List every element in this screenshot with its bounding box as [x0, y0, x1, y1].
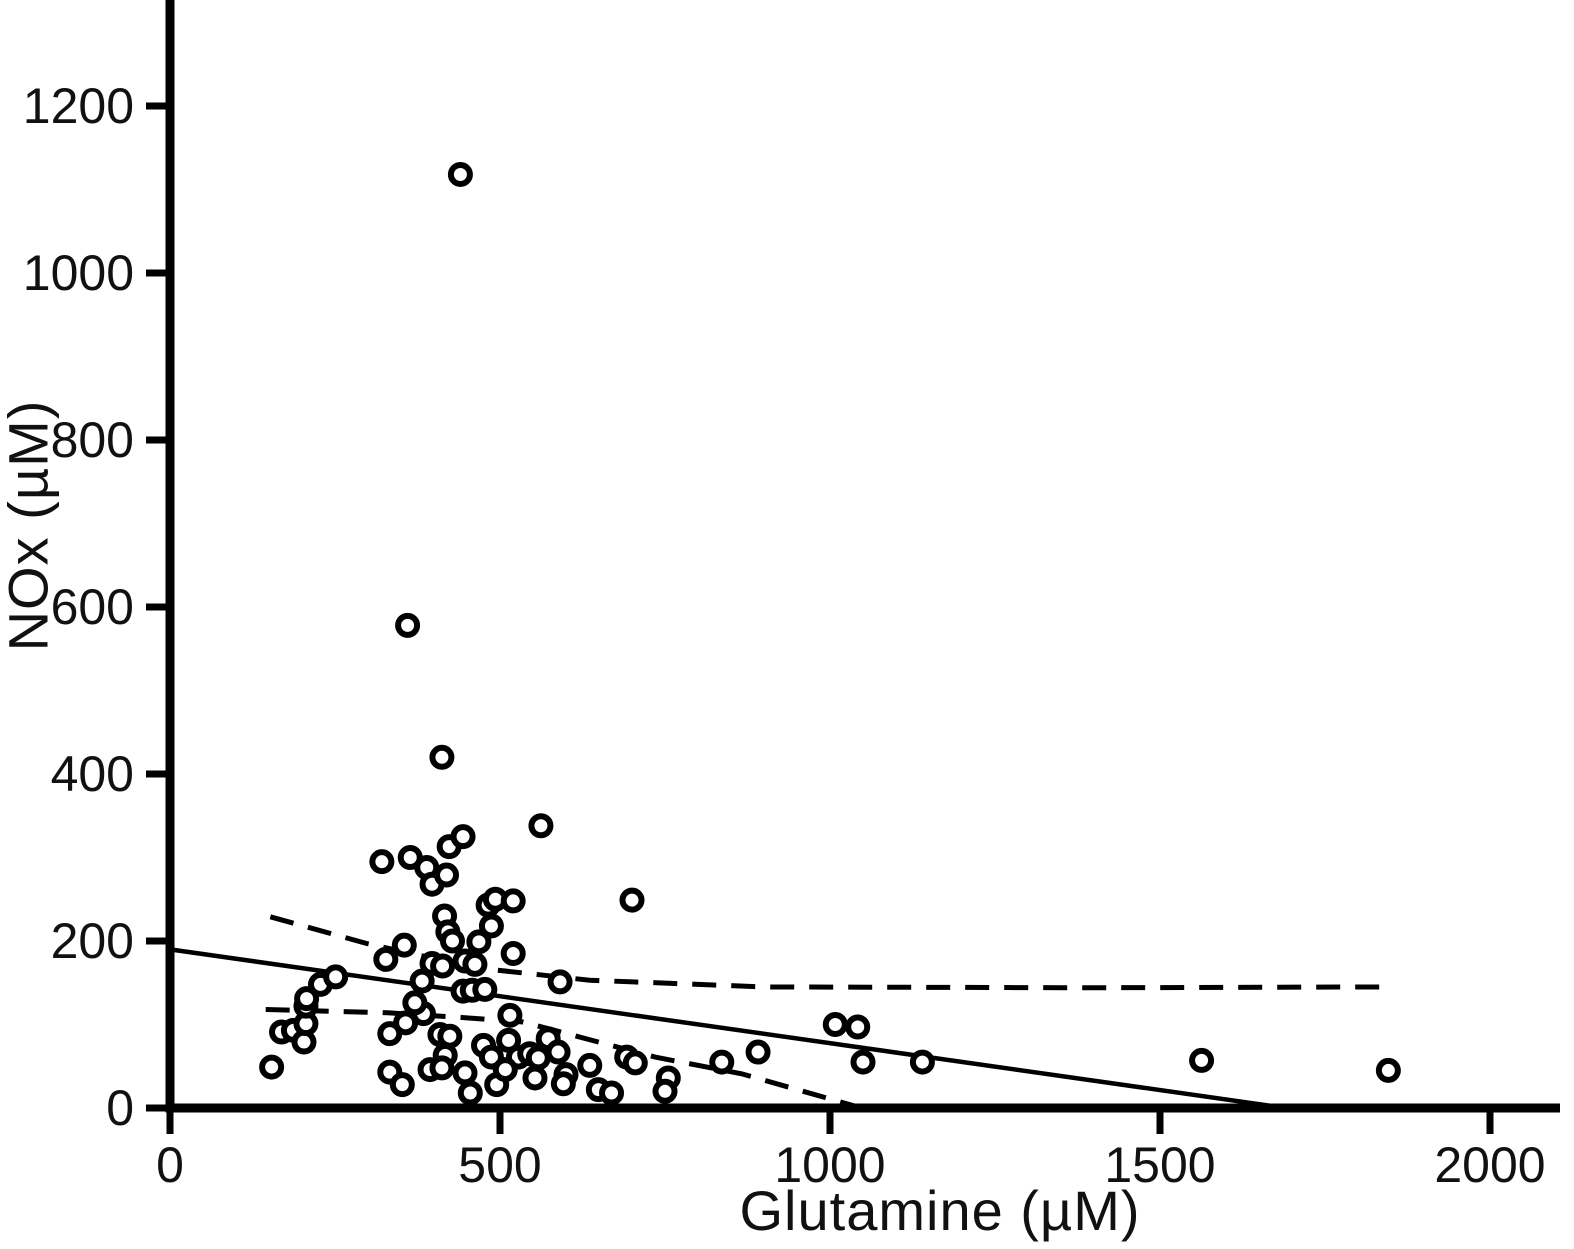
data-point: [478, 913, 504, 939]
data-point: [450, 824, 476, 850]
data-point: [369, 849, 395, 875]
data-point: [447, 161, 473, 187]
x-tick-label: 2000: [1434, 1137, 1545, 1193]
data-point: [409, 968, 435, 994]
data-point: [745, 1039, 771, 1065]
data-point: [391, 932, 417, 958]
data-point: [457, 1080, 483, 1106]
data-point: [652, 1078, 678, 1104]
data-point: [497, 1002, 523, 1028]
data-point: [462, 951, 488, 977]
data-point: [492, 1057, 518, 1083]
data-point: [434, 862, 460, 888]
data-point: [466, 929, 492, 955]
data-point: [547, 969, 573, 995]
data-point: [429, 744, 455, 770]
data-point: [528, 813, 554, 839]
data-point: [429, 1055, 455, 1081]
data-point: [402, 990, 428, 1016]
x-tick-label: 500: [458, 1137, 541, 1193]
data-point: [395, 612, 421, 638]
ci-upper-dashed-line: [269, 914, 1385, 991]
y-axis-title: NOx (µM): [0, 399, 60, 652]
x-tick-label: 0: [156, 1137, 184, 1193]
data-point: [599, 1080, 625, 1106]
data-point: [439, 928, 465, 954]
regression-line: [169, 947, 1287, 1111]
x-tick-label: 1500: [1104, 1137, 1215, 1193]
data-point: [622, 1050, 648, 1076]
y-tick-label: 200: [51, 913, 134, 969]
data-point: [822, 1012, 848, 1037]
data-point: [1189, 1047, 1215, 1073]
x-tick-label: 1000: [774, 1137, 885, 1193]
data-point: [294, 986, 320, 1012]
data-point: [377, 1021, 403, 1047]
data-point: [259, 1054, 285, 1080]
data-point: [472, 976, 498, 1002]
y-tick-label: 1200: [23, 78, 134, 134]
y-tick-label: 800: [51, 412, 134, 468]
y-tick-label: 400: [51, 746, 134, 802]
data-point: [709, 1049, 735, 1075]
data-point: [850, 1049, 876, 1075]
data-point: [323, 964, 349, 990]
data-point: [373, 946, 399, 972]
data-point: [1375, 1057, 1401, 1083]
data-point: [525, 1045, 551, 1071]
y-tick-label: 600: [51, 579, 134, 635]
data-point: [500, 888, 526, 914]
y-tick-label: 0: [106, 1080, 134, 1136]
data-point: [522, 1065, 548, 1091]
data-point: [452, 1060, 478, 1086]
data-point: [500, 941, 526, 967]
data-point: [389, 1072, 415, 1098]
data-point: [430, 953, 456, 979]
data-point: [577, 1052, 603, 1078]
data-point: [437, 1023, 463, 1049]
data-point: [845, 1014, 871, 1040]
y-tick-label: 1000: [23, 245, 134, 301]
data-point: [619, 887, 645, 913]
x-axis-title: Glutamine (µM): [739, 1179, 1141, 1242]
data-point: [550, 1071, 576, 1097]
data-point: [545, 1039, 571, 1065]
data-point: [909, 1049, 935, 1075]
